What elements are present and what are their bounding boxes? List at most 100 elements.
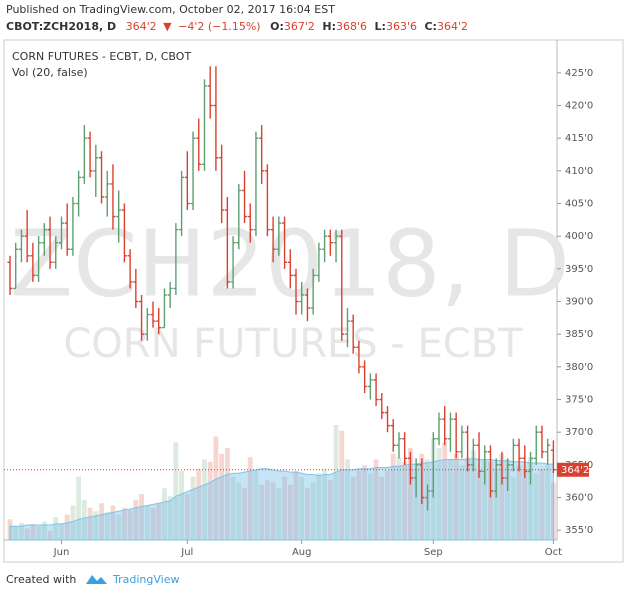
- volume-bar: [41, 521, 47, 540]
- y-tick-label: 410'0: [565, 166, 593, 177]
- last-price-box: [557, 462, 589, 477]
- volume-bar: [70, 505, 76, 540]
- volume-bar: [442, 442, 448, 540]
- volume-bar: [59, 523, 64, 540]
- volume-bar: [350, 476, 356, 540]
- ohlc-value: 367'2: [284, 20, 315, 33]
- volume-bar: [408, 448, 413, 540]
- volume-bar: [30, 523, 36, 540]
- volume-bar: [87, 507, 93, 540]
- volume-bar: [287, 484, 293, 540]
- volume-bar: [64, 514, 70, 540]
- axes-layer: 355'0360'0365'0370'0375'0380'0385'0390'0…: [4, 68, 593, 558]
- volume-bar: [230, 476, 236, 540]
- x-tick-label: Jul: [180, 547, 193, 558]
- volume-bar: [436, 448, 442, 540]
- volume-layer: [7, 425, 556, 541]
- volume-bar: [413, 468, 419, 540]
- y-tick-label: 375'0: [565, 395, 593, 406]
- y-tick-label: 355'0: [565, 525, 593, 536]
- arrow: ▼: [163, 20, 172, 33]
- volume-bar: [373, 459, 379, 540]
- volume-bar: [379, 476, 385, 540]
- volume-ma-area: [9, 457, 554, 541]
- volume-bar: [516, 465, 522, 540]
- volume-bar: [482, 459, 488, 540]
- volume-bar: [173, 442, 179, 540]
- volume-bar: [236, 482, 242, 540]
- y-tick-label: 385'0: [565, 329, 593, 340]
- volume-bar: [305, 488, 310, 540]
- footer-brand[interactable]: TradingView: [112, 573, 179, 586]
- x-tick-label: Oct: [545, 547, 562, 558]
- x-tick-label: Aug: [292, 547, 312, 558]
- volume-bar: [465, 457, 470, 540]
- ohlc-key: O:: [270, 20, 284, 33]
- volume-bar: [150, 507, 156, 540]
- volume-bar: [219, 453, 225, 540]
- volume-bar: [36, 526, 41, 540]
- volume-bar: [459, 465, 465, 540]
- volume-bar: [453, 453, 459, 540]
- volume-bar: [362, 465, 368, 540]
- volume-bar: [522, 471, 528, 540]
- y-tick-label: 405'0: [565, 199, 593, 210]
- volume-bar: [510, 476, 516, 540]
- y-tick-label: 425'0: [565, 68, 593, 79]
- y-tick-label: 400'0: [565, 231, 593, 242]
- volume-bar: [476, 471, 482, 540]
- volume-bar: [167, 496, 173, 540]
- volume-bar: [367, 473, 373, 540]
- volume-bar: [299, 476, 305, 540]
- volume-bar: [293, 471, 299, 540]
- volume-bar: [76, 476, 82, 540]
- volume-bar: [133, 499, 139, 540]
- volume-bar: [99, 503, 104, 540]
- volume-bar: [104, 512, 110, 540]
- volume-bar: [488, 461, 493, 540]
- volume-bar: [116, 514, 122, 540]
- volume-bar: [224, 448, 230, 540]
- volume-bar: [339, 430, 345, 540]
- x-tick-label: Sep: [424, 547, 443, 558]
- watermark: ZCH2018, D CORN FUTURES - ECBT: [10, 210, 570, 367]
- volume-bar: [333, 425, 339, 540]
- volume-bar: [505, 459, 511, 540]
- y-tick-label: 390'0: [565, 297, 593, 308]
- volume-bar: [242, 488, 247, 540]
- quote-line: CBOT:ZCH2018, D 364'2 ▼ −4'2 (−1.15%) O:…: [6, 20, 468, 33]
- volume-bar: [190, 476, 196, 540]
- volume-bar: [470, 450, 476, 540]
- chart-title: CORN FUTURES - ECBT, D, CBOT: [12, 50, 191, 63]
- volume-bar: [207, 461, 213, 540]
- volume-label: Vol (20, false): [12, 66, 88, 79]
- volume-bar: [24, 528, 30, 540]
- volume-bar: [184, 494, 190, 540]
- last-price-label: 364'2: [561, 465, 589, 476]
- published: Published on TradingView.com, October 02…: [6, 3, 335, 16]
- volume-bar: [196, 468, 202, 540]
- ohlc-value: 363'6: [386, 20, 417, 33]
- volume-bar: [322, 468, 327, 540]
- price-layer: [7, 66, 556, 511]
- volume-bar: [270, 482, 276, 540]
- volume-bar: [122, 507, 127, 540]
- y-tick-label: 415'0: [565, 133, 593, 144]
- volume-bar: [13, 526, 19, 540]
- volume-bar: [539, 468, 545, 540]
- watermark-name: CORN FUTURES - ECBT: [63, 321, 523, 367]
- volume-bar: [448, 459, 453, 540]
- volume-bar: [127, 510, 133, 540]
- volume-bar: [202, 459, 207, 540]
- volume-bar: [53, 517, 59, 540]
- volume-bar: [385, 471, 390, 540]
- y-tick-label: 370'0: [565, 427, 593, 438]
- volume-bar: [493, 468, 499, 540]
- ohlc-key: L:: [375, 20, 386, 33]
- volume-bar: [259, 484, 265, 540]
- symbol: CBOT:ZCH2018, D: [6, 20, 116, 33]
- y-tick-label: 360'0: [565, 493, 593, 504]
- volume-bar: [144, 505, 150, 540]
- volume-bar: [390, 453, 396, 540]
- change: −4'2 (−1.15%): [178, 20, 260, 33]
